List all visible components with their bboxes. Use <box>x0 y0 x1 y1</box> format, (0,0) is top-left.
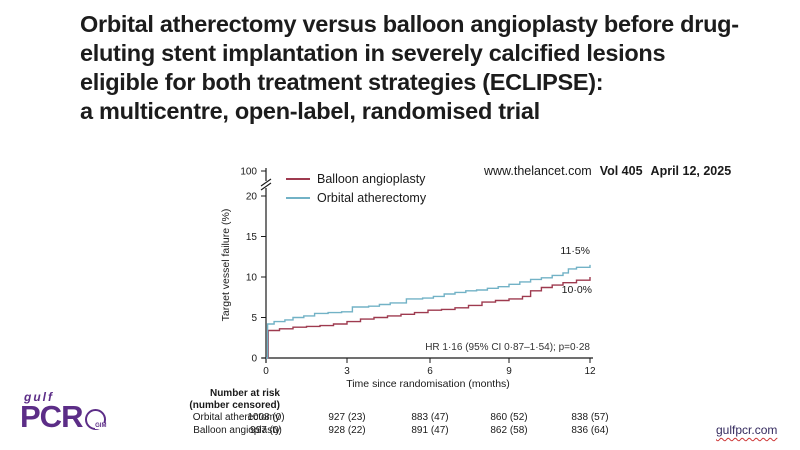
journal-volume: Vol 405 <box>599 164 643 178</box>
risk-cell: 838 (57) <box>571 412 609 423</box>
axis-break-slash-2 <box>260 178 272 187</box>
risk-cell: 997 (0) <box>250 425 282 436</box>
legend-label-balloon: Balloon angioplasty <box>317 171 426 186</box>
y-tick-5: 5 <box>251 313 257 324</box>
legend-item-balloon: Balloon angioplasty <box>286 169 426 188</box>
balloon-angioplasty-curve <box>266 277 591 359</box>
axis-break-slash-1 <box>260 182 272 191</box>
x-axis-label: Time since randomisation (months) <box>346 378 510 390</box>
y-tick-100: 100 <box>240 167 257 178</box>
risk-cell: 1008 (0) <box>247 412 285 423</box>
risk-cell: 860 (52) <box>490 412 528 423</box>
gulf-pcr-logo-script: gulf <box>24 390 54 404</box>
risk-table-header-2: (number censored) <box>189 400 280 411</box>
y-tick-0: 0 <box>251 354 257 365</box>
journal-site: www.thelancet.com <box>484 164 592 178</box>
gim-badge-icon: GIM <box>85 409 107 430</box>
x-tick-6: 6 <box>427 366 433 377</box>
journal-citation: www.thelancet.com Vol 405 April 12, 2025 <box>484 164 731 178</box>
x-tick-12: 12 <box>584 366 596 377</box>
y-tick-10: 10 <box>246 273 258 284</box>
legend-item-orbital: Orbital atherectomy <box>286 188 426 207</box>
risk-cell: 927 (23) <box>328 412 366 423</box>
x-tick-9: 9 <box>506 366 512 377</box>
hazard-ratio-annotation: HR 1·16 (95% CI 0·87–1·54); p=0·28 <box>425 342 590 353</box>
risk-row-label-orbital: Orbital atherectomy <box>192 412 280 423</box>
risk-cell: 862 (58) <box>490 425 528 436</box>
legend-label-orbital: Orbital atherectomy <box>317 190 427 205</box>
gulfpcr-link[interactable]: gulfpcr.com <box>716 423 778 437</box>
page-title: Orbital atherectomy versus balloon angio… <box>80 11 739 124</box>
gulf-pcr-logo-main: PCR <box>20 399 83 434</box>
x-tick-3: 3 <box>344 366 350 377</box>
orbital-line-swatch <box>286 196 310 199</box>
risk-row-label-balloon: Balloon angioplasty <box>193 425 280 436</box>
x-tick-0: 0 <box>263 366 269 377</box>
risk-cell: 891 (47) <box>411 425 449 436</box>
y-tick-20: 20 <box>246 192 258 203</box>
y-axis-label: Target vessel failure (%) <box>220 209 232 322</box>
chart-legend: Balloon angioplasty Orbital atherectomy <box>286 169 426 207</box>
journal-date: April 12, 2025 <box>650 164 732 178</box>
risk-cell: 883 (47) <box>411 412 449 423</box>
risk-cell: 928 (22) <box>328 425 366 436</box>
balloon-line-swatch <box>286 177 310 180</box>
risk-cell: 836 (64) <box>571 425 609 436</box>
balloon-end-value: 10·0% <box>562 284 592 296</box>
orbital-end-value: 11·5% <box>560 245 590 257</box>
orbital-atherectomy-curve <box>266 264 591 359</box>
gulf-pcr-logo: gulf PCR GIM <box>20 390 130 434</box>
y-tick-15: 15 <box>246 232 258 243</box>
risk-table-header-1: Number at risk <box>209 388 280 399</box>
